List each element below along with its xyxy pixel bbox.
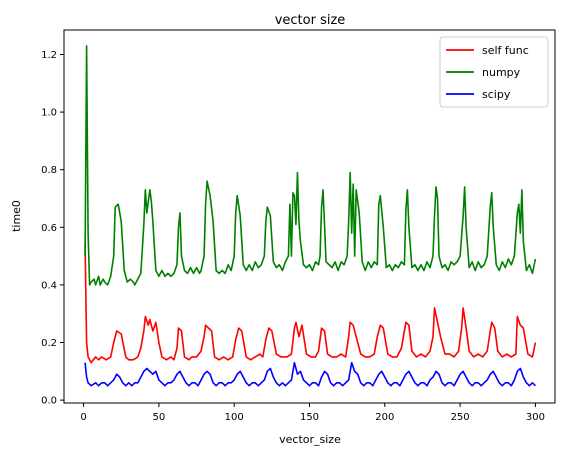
x-tick-label: 50 — [153, 412, 166, 423]
x-tick-label: 0 — [80, 412, 86, 423]
y-tick-label: 0.0 — [41, 396, 57, 407]
series-line-self-func — [84, 244, 537, 364]
x-tick-label: 300 — [526, 412, 545, 423]
y-tick-label: 0.2 — [41, 338, 57, 349]
chart-title: vector size — [275, 13, 346, 28]
x-tick-label: 250 — [451, 412, 470, 423]
legend-label: self func — [482, 44, 529, 57]
legend-box — [439, 36, 549, 108]
legend: self func numpy scipy — [439, 36, 549, 108]
x-tick-label: 150 — [300, 412, 319, 423]
x-axis-label: vector_size — [279, 433, 341, 446]
x-axis-ticks: 0 50 100 150 200 250 300 — [80, 403, 545, 423]
y-tick-label: 0.6 — [41, 223, 57, 234]
y-tick-label: 1.0 — [41, 108, 57, 119]
y-tick-label: 1.2 — [41, 50, 57, 61]
y-tick-label: 0.4 — [41, 280, 57, 291]
x-tick-label: 200 — [375, 412, 394, 423]
y-axis-ticks: 0.0 0.2 0.4 0.6 0.8 1.0 1.2 — [41, 50, 64, 407]
y-axis-label: time0 — [10, 200, 23, 232]
y-tick-label: 0.8 — [41, 165, 57, 176]
legend-label: scipy — [482, 88, 511, 101]
plot-lines — [84, 45, 537, 387]
series-line-numpy — [84, 45, 537, 286]
series-line-scipy — [84, 361, 536, 387]
x-tick-label: 100 — [225, 412, 244, 423]
legend-label: numpy — [482, 66, 521, 79]
